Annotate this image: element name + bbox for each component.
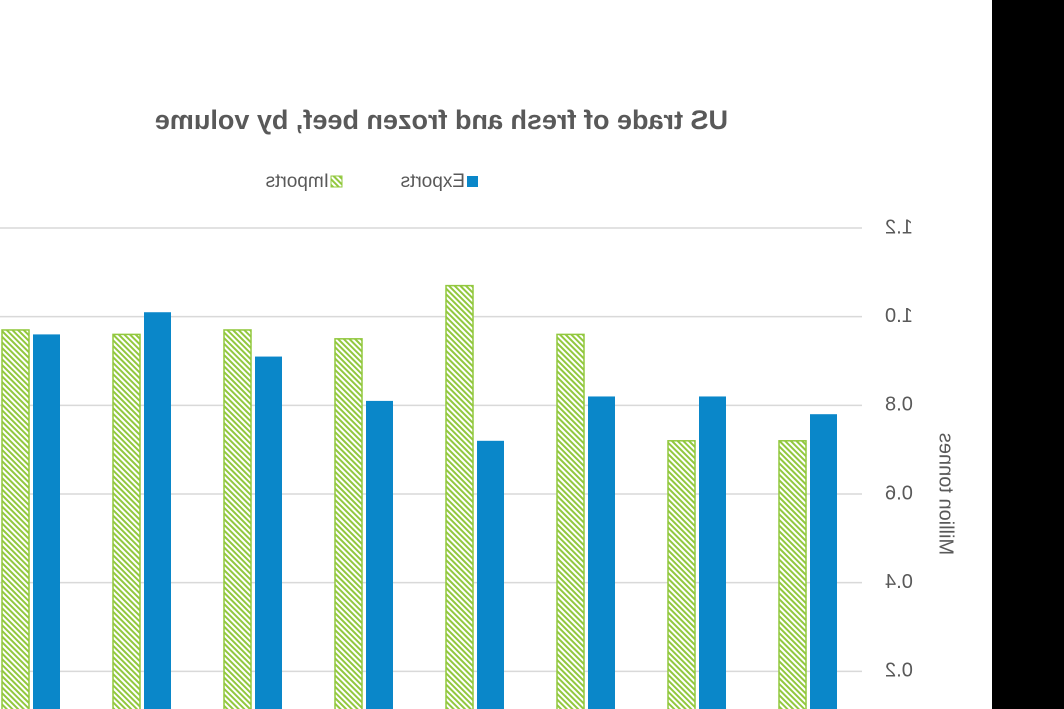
bar — [778, 440, 807, 709]
y-tick-label: 0.4 — [885, 571, 913, 593]
bar — [255, 356, 282, 709]
bar — [667, 440, 696, 709]
y-tick-label: 0.6 — [885, 482, 913, 504]
legend-marker — [330, 175, 343, 188]
bar — [699, 396, 726, 709]
bar — [477, 440, 504, 709]
bar — [588, 396, 615, 709]
black-edge — [992, 0, 1064, 709]
bar — [144, 312, 171, 709]
legend-label: Imports — [266, 171, 329, 192]
bar — [223, 329, 252, 709]
bar — [556, 333, 585, 709]
legend-label: Exports — [401, 171, 465, 192]
bar — [445, 284, 474, 709]
bar — [33, 334, 60, 709]
y-tick-label: 0.8 — [885, 394, 913, 416]
bar — [1, 329, 30, 709]
legend-marker — [467, 176, 478, 187]
chart-title: US trade of fresh and frozen beef, by vo… — [155, 105, 728, 135]
bar — [334, 338, 363, 709]
bar — [112, 333, 141, 709]
y-axis-title: Million tonnes — [935, 433, 957, 555]
y-tick-label: 1.0 — [885, 305, 913, 327]
bar — [366, 400, 393, 709]
y-tick-label: 0.2 — [885, 660, 913, 682]
y-tick-label: 1.2 — [885, 216, 913, 238]
bar — [810, 414, 837, 709]
